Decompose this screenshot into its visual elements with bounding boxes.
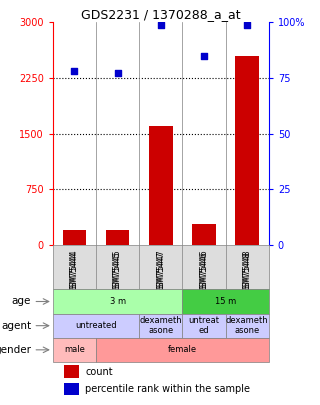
Text: agent: agent — [1, 321, 31, 330]
Bar — [106, 230, 130, 245]
Text: 15 m: 15 m — [215, 297, 236, 306]
Text: 3 m: 3 m — [109, 297, 126, 306]
Point — [158, 21, 164, 28]
Text: GSM75447: GSM75447 — [156, 249, 165, 291]
Text: GSM75448: GSM75448 — [243, 252, 252, 293]
Text: GSM75444: GSM75444 — [70, 252, 79, 293]
Bar — [64, 383, 79, 395]
Bar — [53, 313, 139, 338]
Text: age: age — [12, 296, 31, 307]
Text: male: male — [64, 345, 85, 354]
Bar — [64, 365, 79, 377]
Text: GSM75445: GSM75445 — [113, 249, 122, 291]
Bar — [139, 313, 182, 338]
Bar — [182, 290, 269, 313]
Bar — [182, 313, 226, 338]
Title: GDS2231 / 1370288_a_at: GDS2231 / 1370288_a_at — [81, 8, 241, 21]
Bar — [96, 338, 269, 362]
Text: female: female — [168, 345, 197, 354]
Text: gender: gender — [0, 345, 31, 355]
Bar — [149, 126, 173, 245]
Text: untreat
ed: untreat ed — [188, 316, 220, 335]
Text: GSM75446: GSM75446 — [199, 249, 209, 291]
Point — [202, 52, 207, 59]
Bar — [192, 224, 216, 245]
Bar — [53, 290, 182, 313]
Text: GSM75446: GSM75446 — [199, 252, 209, 293]
Bar — [53, 338, 96, 362]
Point — [115, 70, 120, 77]
Text: dexameth
asone: dexameth asone — [140, 316, 182, 335]
Text: GSM75448: GSM75448 — [243, 249, 252, 291]
Text: GSM75445: GSM75445 — [113, 252, 122, 293]
Bar — [53, 245, 269, 290]
Text: dexameth
asone: dexameth asone — [226, 316, 268, 335]
Text: GSM75444: GSM75444 — [70, 249, 79, 291]
Point — [245, 21, 250, 28]
Bar — [62, 230, 86, 245]
Text: count: count — [85, 367, 113, 377]
Text: untreated: untreated — [75, 321, 117, 330]
Text: GSM75447: GSM75447 — [156, 252, 165, 293]
Bar — [226, 313, 269, 338]
Text: percentile rank within the sample: percentile rank within the sample — [85, 384, 250, 394]
Bar — [235, 55, 259, 245]
Point — [72, 68, 77, 75]
